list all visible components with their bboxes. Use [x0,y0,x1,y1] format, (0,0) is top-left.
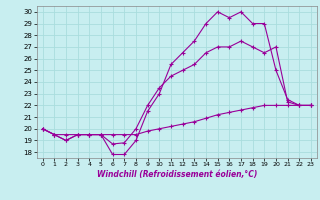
X-axis label: Windchill (Refroidissement éolien,°C): Windchill (Refroidissement éolien,°C) [97,170,257,179]
